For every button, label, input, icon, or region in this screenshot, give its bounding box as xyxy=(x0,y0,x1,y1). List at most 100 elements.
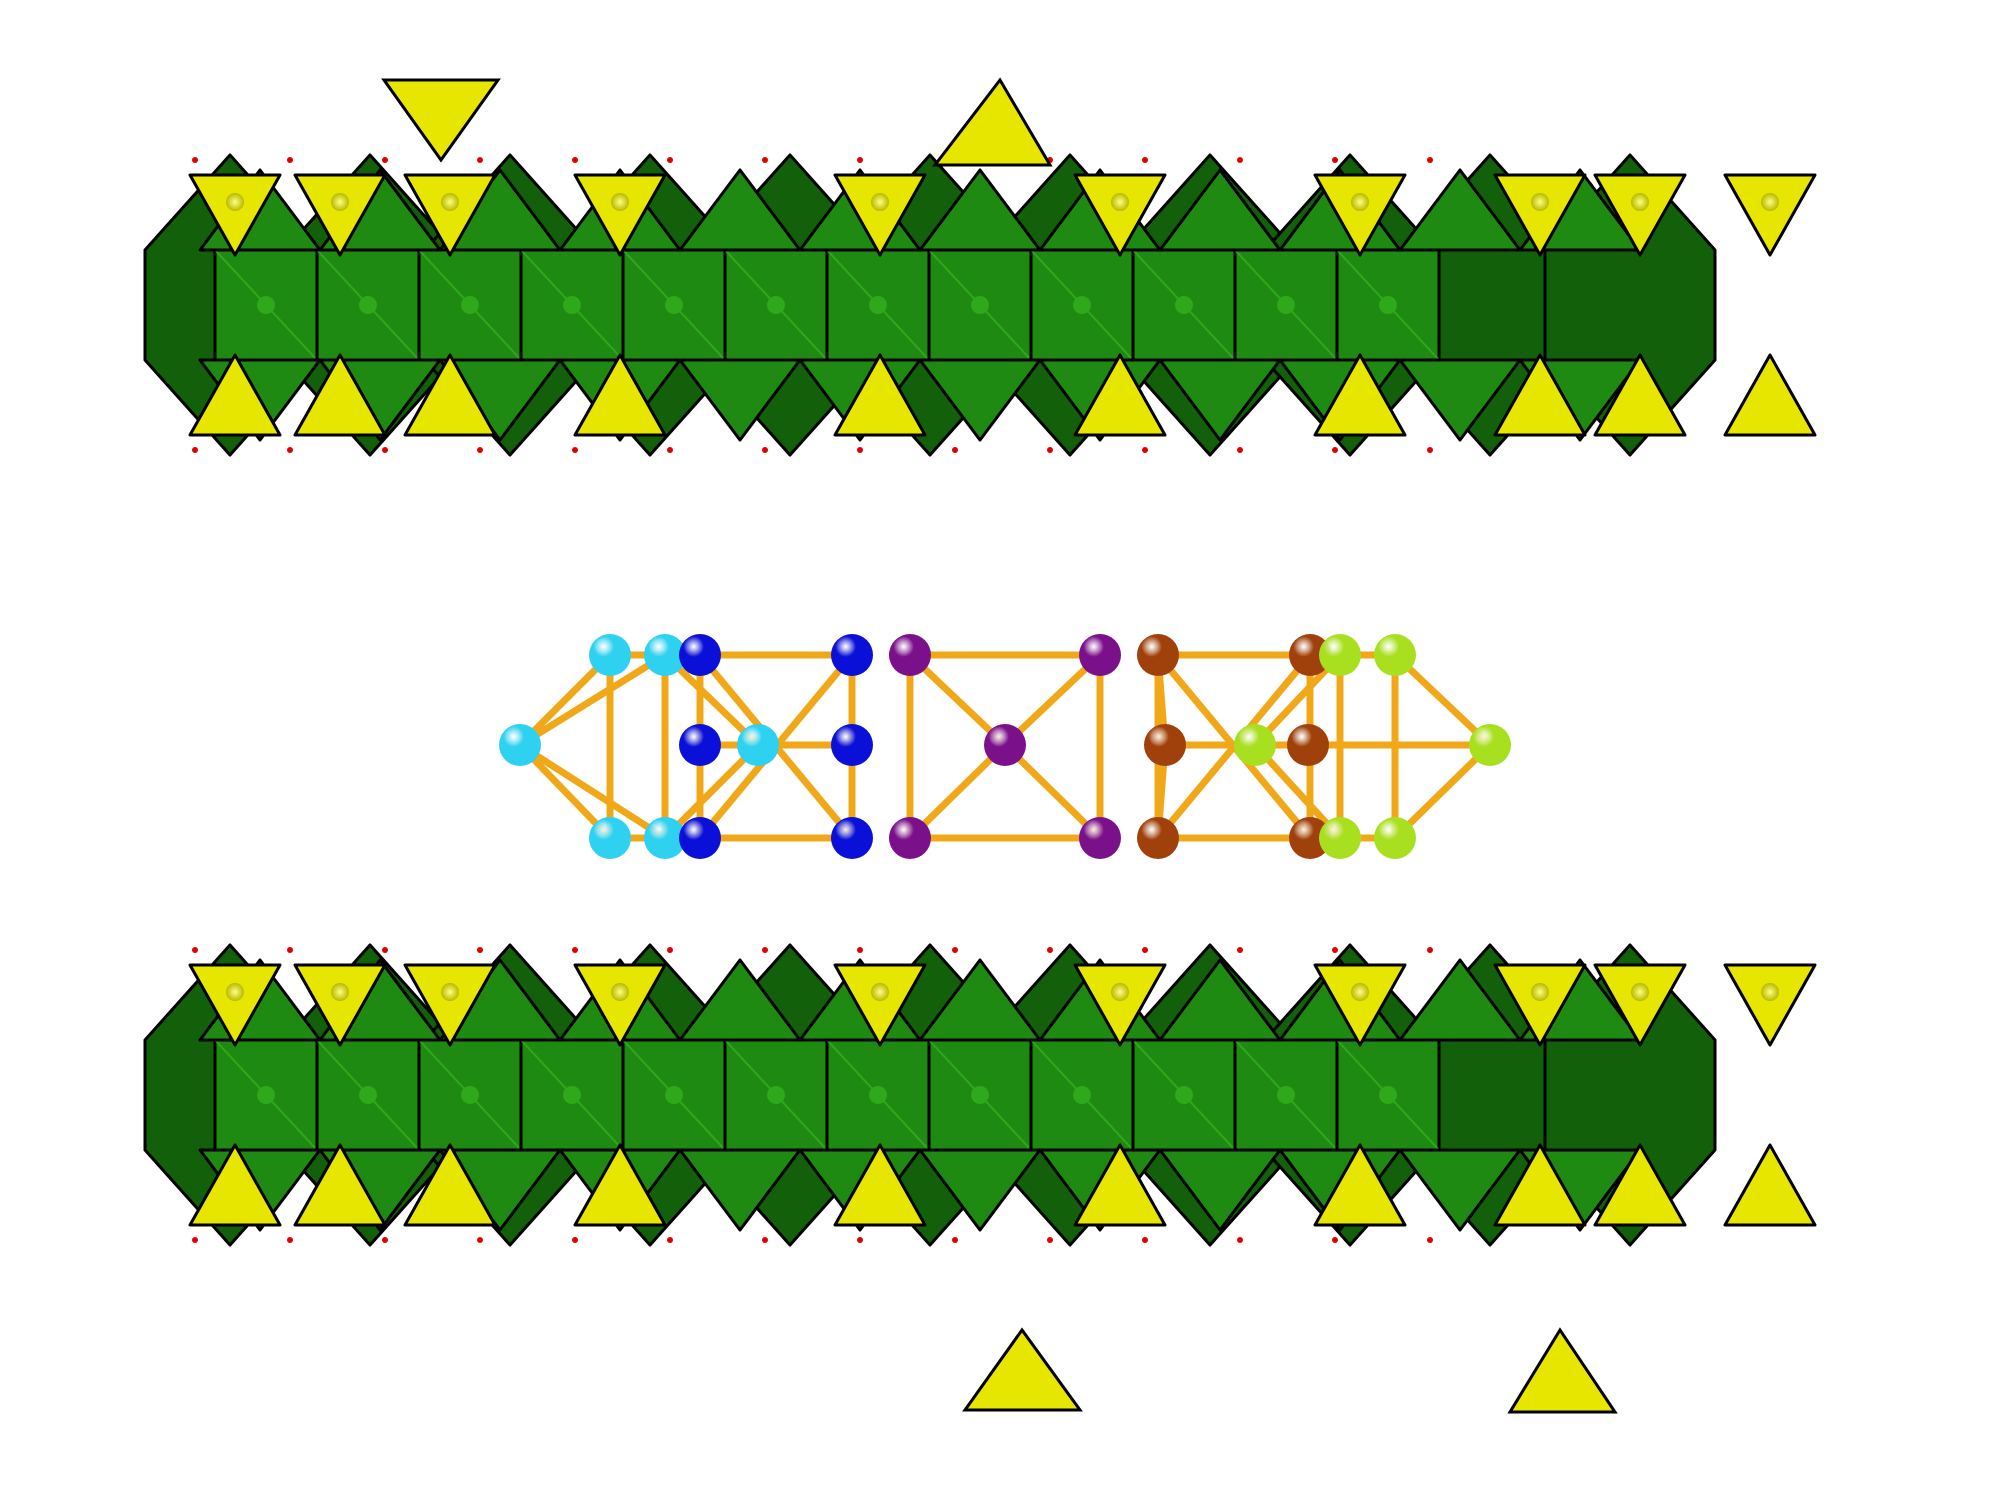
oxygen-atom xyxy=(572,1237,578,1243)
metal-bond xyxy=(516,741,669,842)
lower-polyhedral-band xyxy=(143,943,1817,1414)
lower-octahedron-cap xyxy=(678,1148,802,1232)
oxygen-atom xyxy=(1332,1237,1338,1243)
oxygen-atom xyxy=(1237,947,1243,953)
metal-center xyxy=(971,296,989,314)
oxygen-atom xyxy=(382,947,388,953)
tetrahedral-center xyxy=(441,983,459,1001)
oxygen-atom xyxy=(572,157,578,163)
oxygen-atom xyxy=(952,447,958,453)
oxygen-atom xyxy=(1047,947,1053,953)
purple-atom xyxy=(889,634,931,676)
metal-center xyxy=(1175,296,1193,314)
metal-center xyxy=(563,296,581,314)
tetrahedral-center xyxy=(1531,983,1549,1001)
lower-octahedron-cap xyxy=(1158,1148,1282,1232)
oxygen-atom xyxy=(857,1237,863,1243)
lower-tetrahedron xyxy=(188,1143,282,1227)
oxygen-atom xyxy=(192,447,198,453)
purple-atom xyxy=(889,817,931,859)
upper-tetrahedron xyxy=(833,173,927,257)
brown-atom xyxy=(1137,817,1179,859)
tetrahedral-center xyxy=(1351,193,1369,211)
oxygen-atom xyxy=(762,947,768,953)
tetrahedral-center xyxy=(1631,983,1649,1001)
brown-atom xyxy=(1289,817,1331,859)
oxygen-atom xyxy=(287,157,293,163)
lower-tetrahedron xyxy=(573,1143,667,1227)
purple-atom xyxy=(984,724,1026,766)
oxygen-atom xyxy=(1237,157,1243,163)
tetrahedral-center xyxy=(1351,983,1369,1001)
tetrahedral-center xyxy=(611,983,629,1001)
metal-bond xyxy=(516,651,614,749)
upper-octahedron-cap xyxy=(918,958,1042,1042)
upper-tetrahedron xyxy=(1723,173,1817,257)
oxygen-atom xyxy=(1332,447,1338,453)
metal-bond xyxy=(516,651,669,749)
lower-tetrahedron xyxy=(293,353,387,437)
oxygen-atom xyxy=(477,947,483,953)
metal-center xyxy=(971,1086,989,1104)
oxygen-atom xyxy=(952,1237,958,1243)
oxygen-atom xyxy=(192,157,198,163)
metal-bond xyxy=(661,741,762,842)
lime-atom xyxy=(1319,634,1361,676)
upper-tetrahedron xyxy=(1493,173,1587,257)
upper-tetrahedron xyxy=(1593,173,1687,257)
metal-bond xyxy=(906,651,1009,749)
metal-center xyxy=(1277,1086,1295,1104)
lower-tetrahedron xyxy=(1073,1143,1167,1227)
lower-tetrahedron xyxy=(1493,353,1587,437)
metal-center xyxy=(1073,296,1091,314)
oxygen-atom xyxy=(857,947,863,953)
cyan-atom xyxy=(644,817,686,859)
metal-center xyxy=(563,1086,581,1104)
upper-polyhedral-band xyxy=(143,77,1817,457)
oxygen-atom xyxy=(572,447,578,453)
metal-center xyxy=(665,1086,683,1104)
oxygen-atom xyxy=(1427,947,1433,953)
central-atom-cluster xyxy=(499,634,1511,859)
oxygen-atom xyxy=(287,1237,293,1243)
oxygen-atom xyxy=(1427,1237,1433,1243)
cyan-atom xyxy=(589,817,631,859)
lower-octahedron-cap xyxy=(1158,358,1282,442)
cyan-atom xyxy=(644,634,686,676)
lower-tetrahedron xyxy=(403,353,497,437)
lower-octahedron-cap xyxy=(1398,1148,1522,1232)
tetrahedral-center xyxy=(1761,983,1779,1001)
brown-atom xyxy=(1137,634,1179,676)
lower-tetrahedron xyxy=(573,353,667,437)
upper-tetrahedron xyxy=(188,963,282,1047)
lower-octahedron-cap xyxy=(678,358,802,442)
purple-atom xyxy=(1079,817,1121,859)
metal-center xyxy=(1379,296,1397,314)
upper-tetrahedron xyxy=(188,173,282,257)
apex-tetrahedron xyxy=(931,77,1053,167)
upper-octahedron-cap xyxy=(1398,958,1522,1042)
tetrahedral-center xyxy=(331,983,349,1001)
oxygen-atom xyxy=(952,947,958,953)
lower-tetrahedron xyxy=(1313,353,1407,437)
lower-octahedron-cap xyxy=(918,1148,1042,1232)
base-tetrahedron xyxy=(1507,1327,1618,1414)
metal-center xyxy=(461,296,479,314)
metal-center xyxy=(1175,1086,1193,1104)
blue-atom xyxy=(679,634,721,676)
metal-center xyxy=(869,296,887,314)
lower-tetrahedron xyxy=(1723,353,1817,437)
tetrahedral-center xyxy=(1111,983,1129,1001)
oxygen-atom xyxy=(762,157,768,163)
oxygen-atom xyxy=(1047,447,1053,453)
oxygen-atom xyxy=(667,1237,673,1243)
oxygen-atom xyxy=(857,447,863,453)
oxygen-atom xyxy=(1142,1237,1148,1243)
oxygen-atom xyxy=(382,157,388,163)
lower-octahedron-cap xyxy=(918,358,1042,442)
oxygen-atom xyxy=(762,447,768,453)
lower-octahedron-cap xyxy=(1398,358,1522,442)
upper-tetrahedron xyxy=(573,173,667,257)
